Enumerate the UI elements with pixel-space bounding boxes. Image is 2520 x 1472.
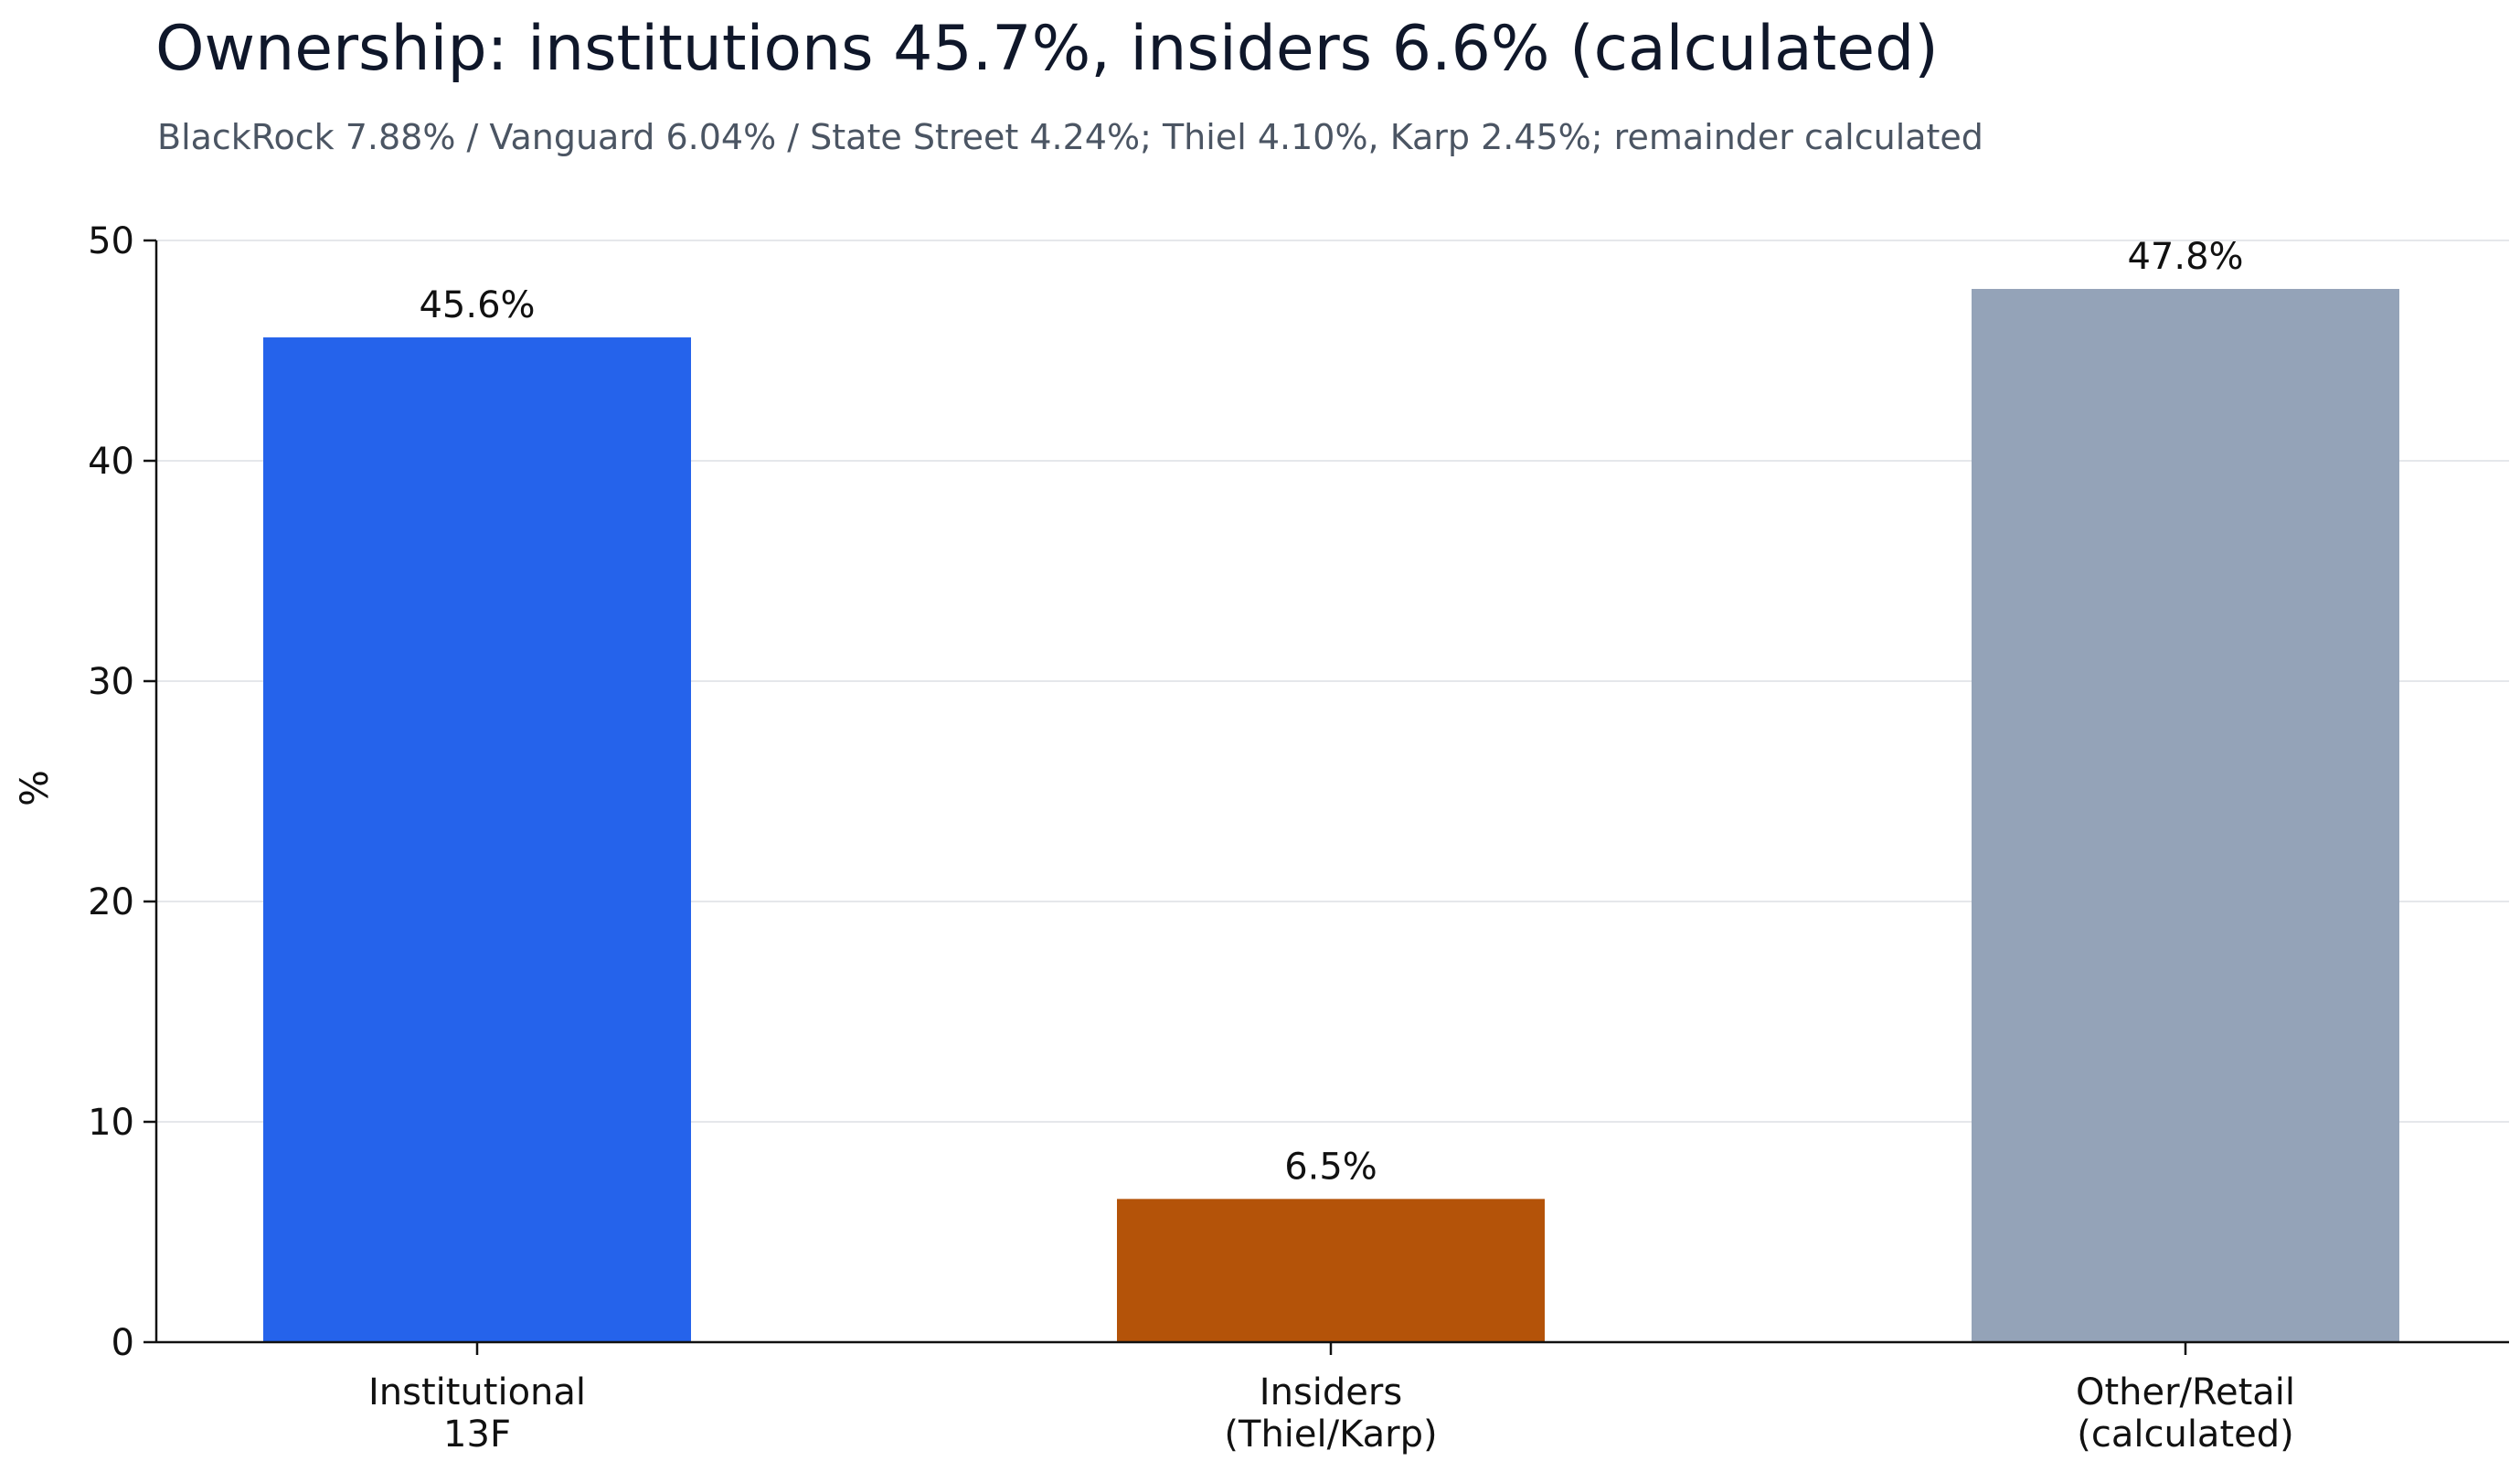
bars xyxy=(263,289,2399,1342)
y-axis-ticks: 0 10 20 30 40 50 xyxy=(88,220,156,1364)
data-label: 45.6% xyxy=(419,284,535,326)
x-tick-label: (calculated) xyxy=(2077,1413,2293,1456)
x-tick-label: 13F xyxy=(443,1413,511,1456)
data-label: 6.5% xyxy=(1284,1146,1377,1188)
x-tick-label: Insiders xyxy=(1260,1371,1402,1413)
y-tick-label: 50 xyxy=(88,220,134,262)
data-labels: 45.6% 6.5% 47.8% xyxy=(419,236,2243,1188)
x-tick-label: Other/Retail xyxy=(2076,1371,2295,1413)
y-tick-label: 30 xyxy=(88,661,134,703)
bar xyxy=(1972,289,2399,1342)
bar xyxy=(1117,1199,1545,1342)
y-tick-label: 0 xyxy=(112,1322,134,1364)
x-tick-label: Institutional xyxy=(368,1371,586,1413)
y-tick-label: 20 xyxy=(88,881,134,923)
y-tick-label: 40 xyxy=(88,441,134,483)
data-label: 47.8% xyxy=(2127,236,2243,278)
x-tick-label: (Thiel/Karp) xyxy=(1224,1413,1437,1456)
bar xyxy=(263,337,691,1342)
y-tick-label: 10 xyxy=(88,1102,134,1144)
chart-subtitle: BlackRock 7.88% / Vanguard 6.04% / State… xyxy=(157,117,1983,157)
axes xyxy=(154,240,2509,1344)
y-axis-title: % xyxy=(12,770,57,806)
chart-title: Ownership: institutions 45.7%, insiders … xyxy=(155,13,1939,85)
